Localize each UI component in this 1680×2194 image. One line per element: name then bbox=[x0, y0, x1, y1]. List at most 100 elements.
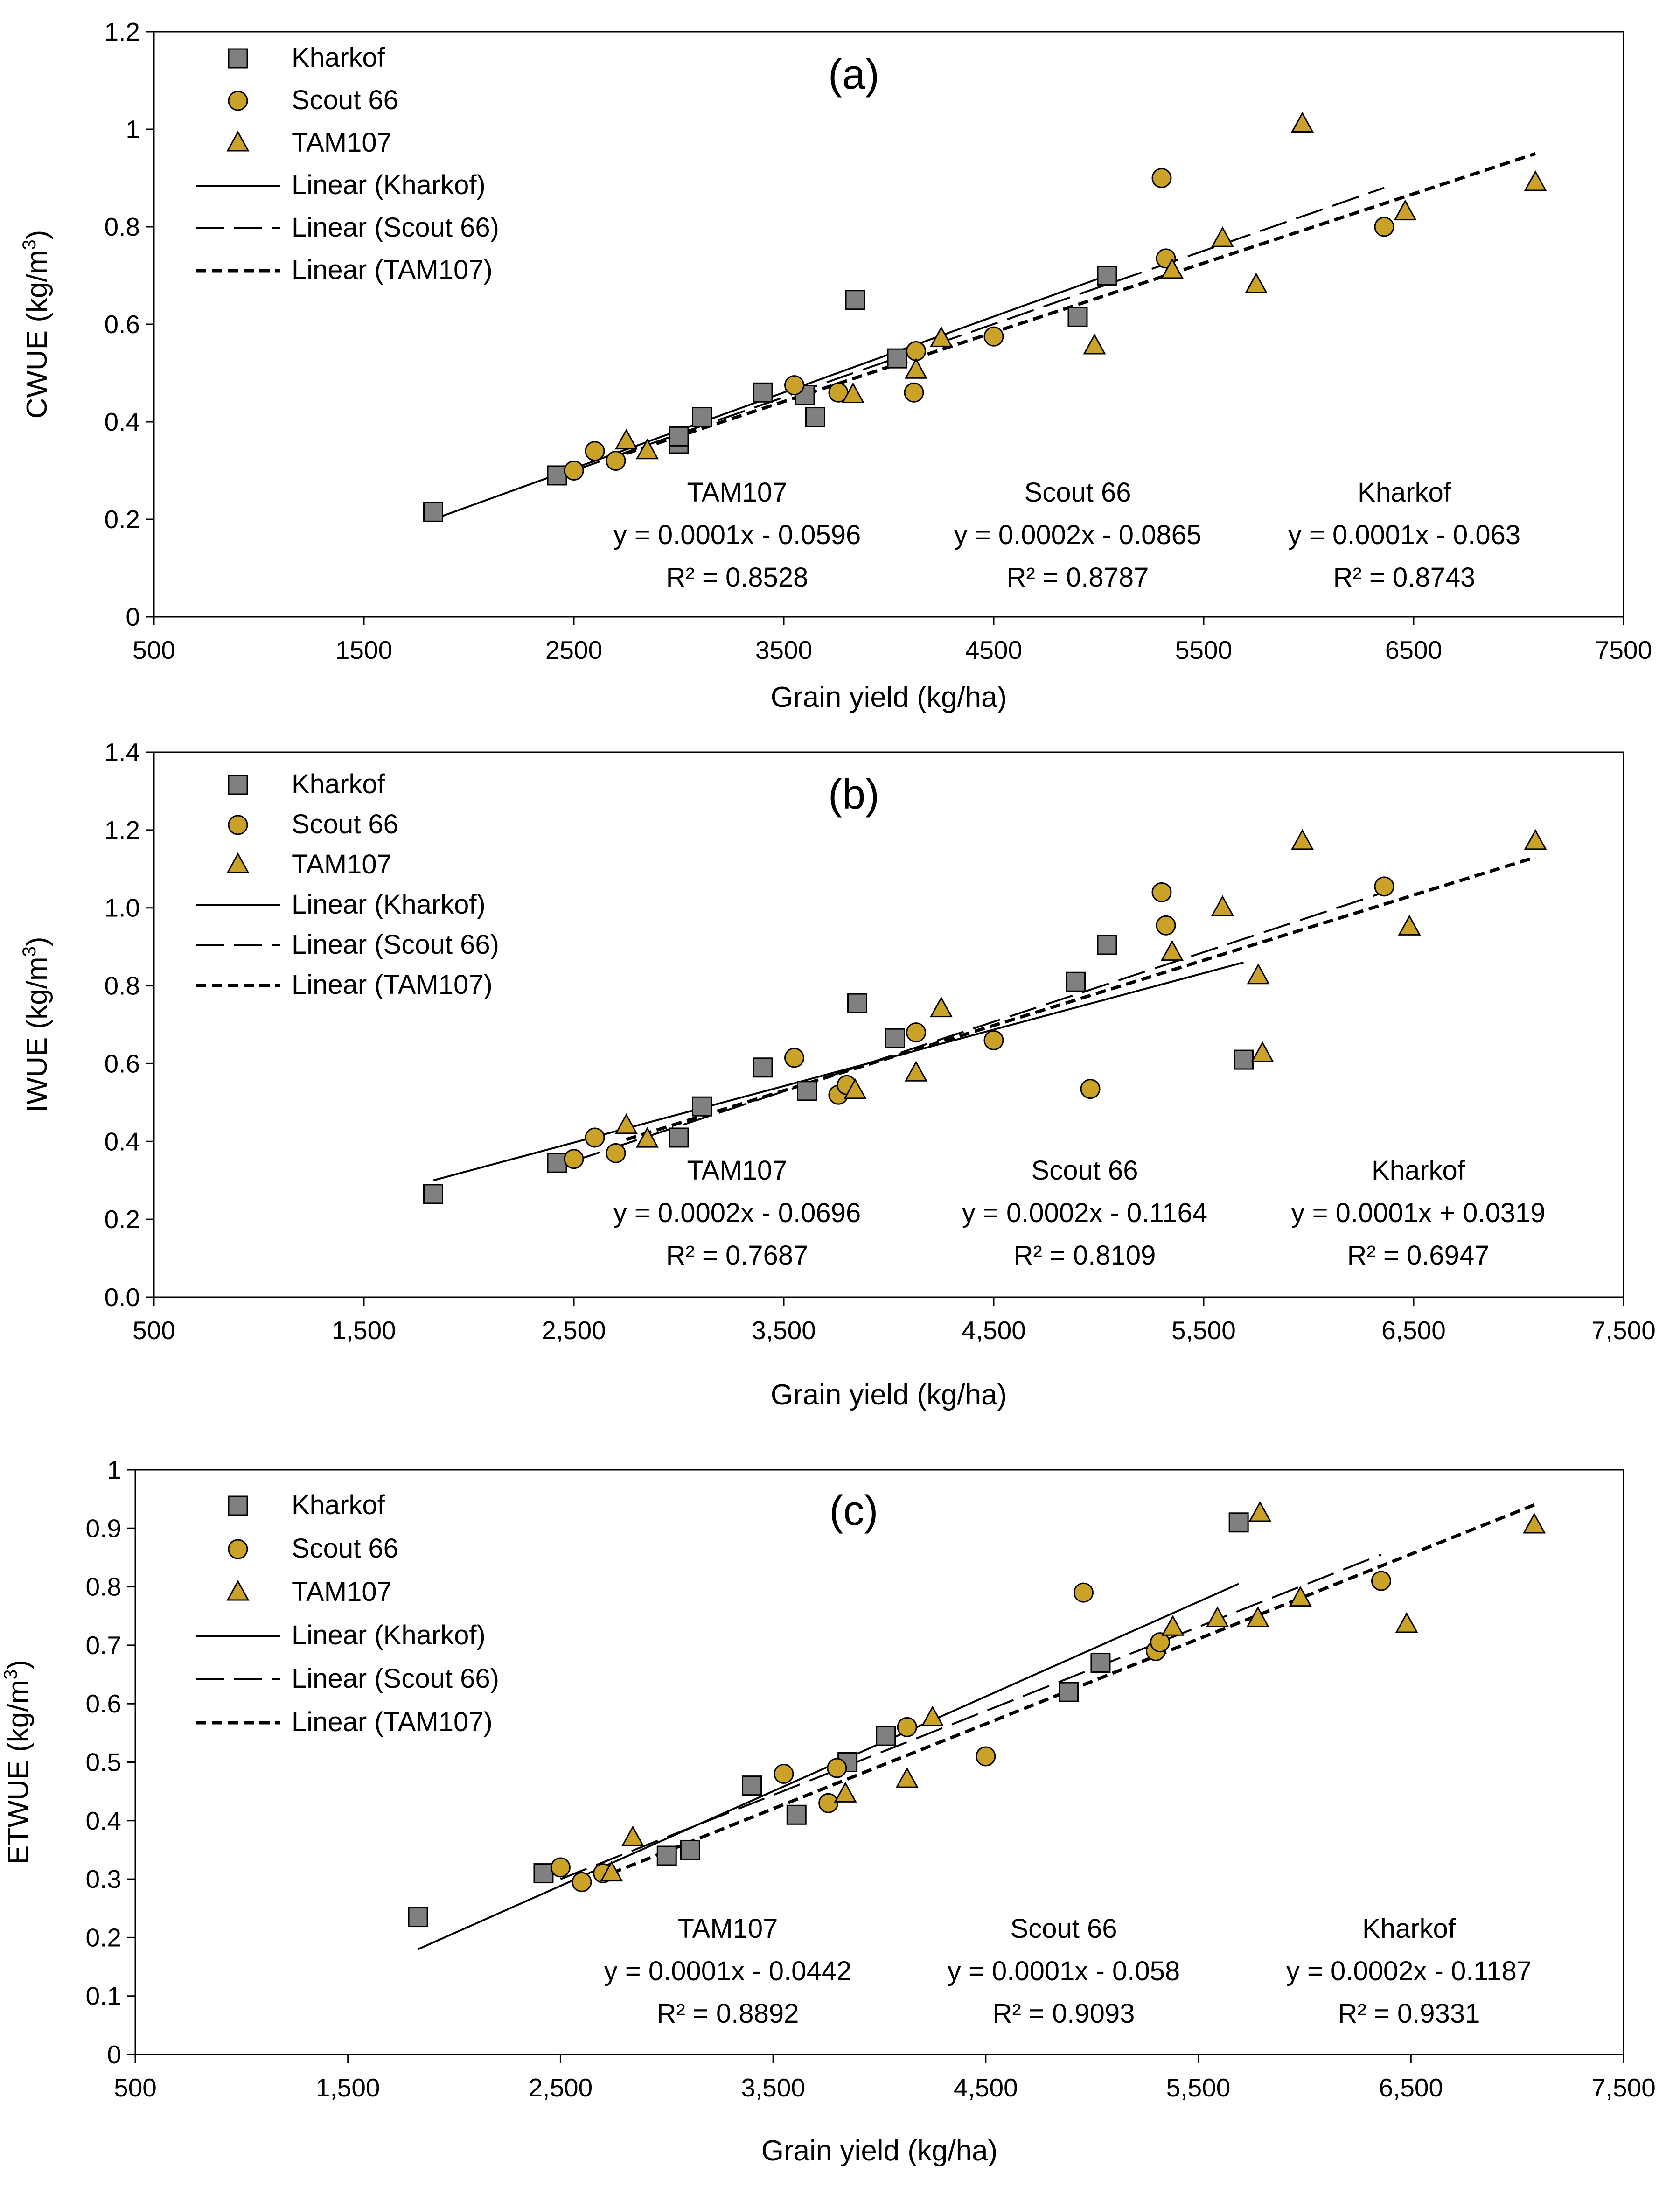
x-tick-label: 500 bbox=[132, 636, 175, 664]
point-scout-66 bbox=[906, 341, 926, 361]
legend-label: Linear (Scout 66) bbox=[292, 929, 499, 960]
point-tam107 bbox=[1246, 1606, 1269, 1628]
point-scout-66 bbox=[585, 441, 605, 461]
point-tam107 bbox=[1206, 1606, 1229, 1628]
point-kharkof bbox=[876, 1726, 896, 1746]
point-kharkof bbox=[408, 1907, 428, 1928]
point-kharkof bbox=[656, 1845, 677, 1866]
point-kharkof bbox=[1234, 1049, 1254, 1070]
point-scout-66 bbox=[897, 1717, 917, 1737]
y-axis-label-sup: 3 bbox=[19, 946, 40, 957]
y-tick-label: 0.2 bbox=[105, 1205, 140, 1234]
point-kharkof bbox=[1097, 935, 1117, 955]
legend-label: Linear (Scout 66) bbox=[292, 212, 499, 243]
y-tick-label: 0 bbox=[125, 602, 140, 631]
annotation-line: R² = 0.7687 bbox=[666, 1240, 809, 1271]
point-scout-66 bbox=[1374, 876, 1394, 897]
point-tam107 bbox=[1247, 963, 1270, 985]
point-kharkof bbox=[753, 382, 773, 403]
point-tam107 bbox=[1524, 829, 1547, 850]
x-tick-label: 500 bbox=[114, 2073, 157, 2102]
x-tick-label: 4,500 bbox=[962, 1316, 1026, 1345]
legend-label: Linear (Kharkof) bbox=[292, 889, 486, 920]
point-kharkof bbox=[1097, 266, 1117, 286]
x-tick-label: 6500 bbox=[1385, 636, 1442, 664]
y-tick-label: 1.0 bbox=[105, 894, 140, 922]
annotation-line: Scout 66 bbox=[1032, 1155, 1138, 1186]
y-tick-label: 1.2 bbox=[105, 17, 140, 46]
point-tam107 bbox=[1248, 1501, 1272, 1522]
annotation-line: y = 0.0001x - 0.0596 bbox=[613, 520, 861, 550]
plot-frame bbox=[153, 751, 1624, 1298]
legend-marker bbox=[228, 1495, 248, 1516]
point-tam107 bbox=[1211, 895, 1234, 916]
point-scout-66 bbox=[983, 326, 1004, 347]
point-kharkof bbox=[1059, 1682, 1079, 1702]
x-tick-label: 1,500 bbox=[332, 1316, 396, 1345]
regression-annotation: Scout 66 y = 0.0002x - 0.0865 R² = 0.8787 bbox=[954, 477, 1201, 593]
legend-label: Kharkof bbox=[292, 42, 385, 73]
point-scout-66 bbox=[606, 1143, 626, 1163]
point-kharkof bbox=[845, 290, 865, 310]
y-tick-label: 0.8 bbox=[105, 212, 140, 241]
x-tick-label: 4,500 bbox=[954, 2073, 1018, 2102]
legend-label: TAM107 bbox=[292, 849, 392, 880]
point-tam107 bbox=[614, 1113, 638, 1134]
annotation-line: R² = 0.8892 bbox=[657, 1998, 799, 2029]
point-scout-66 bbox=[564, 461, 584, 481]
y-axis-label: ETWUE (kg/m3) bbox=[0, 1660, 35, 1865]
x-tick-label: 5,500 bbox=[1166, 2073, 1231, 2102]
point-scout-66 bbox=[564, 1149, 584, 1169]
annotation-line: y = 0.0001x + 0.0319 bbox=[1291, 1198, 1546, 1228]
annotation-line: y = 0.0002x - 0.1187 bbox=[1286, 1956, 1532, 1986]
legend-marker bbox=[226, 130, 250, 152]
legend-label: Linear (TAM107) bbox=[292, 255, 493, 285]
point-tam107 bbox=[843, 1078, 867, 1099]
legend: Kharkof Scout 66 TAM107 Linear (Kharkof) Lin… bbox=[196, 42, 499, 285]
point-tam107 bbox=[929, 326, 953, 347]
point-scout-66 bbox=[827, 1758, 847, 1778]
y-tick-label: 0.4 bbox=[105, 407, 140, 436]
point-kharkof bbox=[1066, 971, 1086, 992]
point-tam107 bbox=[904, 358, 928, 379]
point-kharkof bbox=[669, 1127, 689, 1148]
point-scout-66 bbox=[976, 1746, 996, 1767]
y-tick-label: 0.6 bbox=[105, 1049, 140, 1078]
point-tam107 bbox=[635, 438, 659, 460]
annotation-line: R² = 0.9331 bbox=[1338, 1998, 1480, 2029]
y-tick-label: 0.0 bbox=[105, 1283, 140, 1312]
point-scout-66 bbox=[1156, 915, 1176, 936]
y-axis-label-end: ) bbox=[21, 230, 53, 240]
y-tick-label: 0.6 bbox=[86, 1689, 121, 1718]
y-tick-label: 0 bbox=[107, 2040, 121, 2069]
point-scout-66 bbox=[906, 1022, 926, 1043]
y-tick-label: 1.4 bbox=[105, 738, 140, 767]
chart-panel-a: 500 1500 2500 3500 4500 5500 6500 7500 0 0.2 0.4 0.… bbox=[19, 17, 1652, 713]
legend-label: Scout 66 bbox=[292, 809, 398, 839]
y-axis-label-sup: 3 bbox=[19, 239, 40, 250]
annotation-line: R² = 0.8743 bbox=[1333, 562, 1476, 593]
trendline-linear-tam107 bbox=[626, 855, 1536, 1141]
trendline-linear-tam107 bbox=[626, 152, 1536, 455]
point-kharkof bbox=[680, 1839, 700, 1860]
point-tam107 bbox=[1290, 112, 1314, 133]
point-tam107 bbox=[1161, 1615, 1185, 1636]
annotation-line: y = 0.0001x - 0.0442 bbox=[604, 1956, 851, 1986]
x-tick-label: 3,500 bbox=[741, 2073, 805, 2102]
point-scout-66 bbox=[818, 1793, 839, 1813]
annotation-line: Scout 66 bbox=[1011, 1914, 1117, 1944]
y-axis-label: IWUE (kg/m3) bbox=[19, 936, 53, 1112]
point-kharkof bbox=[1090, 1652, 1111, 1673]
x-tick-label: 7,500 bbox=[1591, 1316, 1656, 1345]
annotation-line: R² = 0.9093 bbox=[993, 1998, 1135, 2029]
point-kharkof bbox=[847, 993, 867, 1013]
y-axis-label-end: ) bbox=[21, 936, 53, 946]
x-tick-label: 500 bbox=[132, 1316, 175, 1345]
trendline-linear-scout-66 bbox=[573, 891, 1385, 1162]
trendline-linear-kharkof bbox=[432, 961, 1244, 1181]
y-axis-label-end: ) bbox=[2, 1660, 35, 1670]
regression-annotation: TAM107 y = 0.0001x - 0.0442 R² = 0.8892 bbox=[604, 1914, 851, 2029]
trendline-linear-scout-66 bbox=[573, 187, 1385, 472]
chart-panel-b: 500 1,500 2,500 3,500 4,500 5,500 6,500 7,500 0.… bbox=[19, 738, 1656, 1411]
point-scout-66 bbox=[1151, 882, 1172, 902]
